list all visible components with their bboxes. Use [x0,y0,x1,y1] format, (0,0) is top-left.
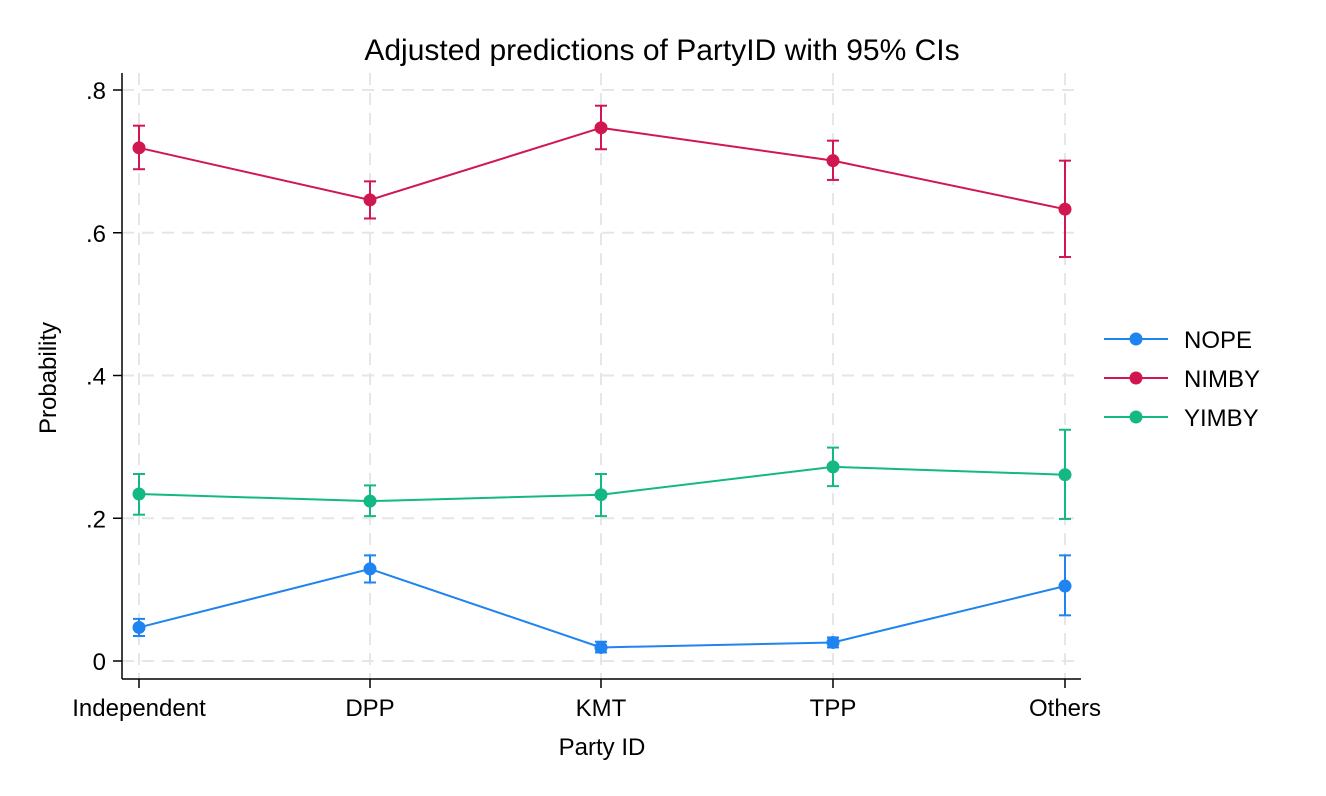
legend-marker [1129,332,1143,346]
legend-label: YIMBY [1184,405,1259,432]
data-point [594,488,608,502]
data-point [363,193,377,207]
series-nope [132,554,1072,654]
legend-item-nope: NOPE [1104,327,1252,354]
y-tick-label: .4 [86,364,106,391]
data-point [826,635,840,649]
legend-label: NOPE [1184,327,1252,354]
legend-marker [1129,410,1143,424]
data-point [1058,579,1072,593]
y-axis-title: Probability [35,322,62,434]
y-tick-label: 0 [93,649,106,676]
data-point [826,154,840,168]
x-axis-title: Party ID [559,734,646,761]
y-tick-label: .8 [86,78,106,105]
data-point [132,620,146,634]
data-point [1058,202,1072,216]
legend: NOPE NIMBY YIMBY [1104,327,1260,432]
grid [122,73,1081,679]
series-nimby [132,104,1072,259]
x-tick-label: KMT [576,695,627,722]
data-point [132,141,146,155]
x-tick-label: Independent [72,695,206,722]
y-tick-label: .2 [86,506,106,533]
data-point [594,640,608,654]
x-tick-label: DPP [345,695,394,722]
x-tick-label: Others [1029,695,1101,722]
legend-item-nimby: NIMBY [1104,366,1260,393]
data-point [1058,468,1072,482]
axes: 0 .2 .4 .6 .8 Independent DPP KMT TPP Others [72,73,1101,722]
data-point [363,494,377,508]
chart-title: Adjusted predictions of PartyID with 95%… [364,34,959,67]
legend-marker [1129,371,1143,385]
legend-label: NIMBY [1184,366,1260,393]
series-layer [132,104,1072,654]
legend-item-yimby: YIMBY [1104,405,1259,432]
y-tick-label: .6 [86,221,106,248]
x-tick-label: TPP [810,695,857,722]
data-point [132,487,146,501]
data-point [363,562,377,576]
series-yimby [132,428,1072,520]
data-point [594,121,608,135]
data-point [826,460,840,474]
